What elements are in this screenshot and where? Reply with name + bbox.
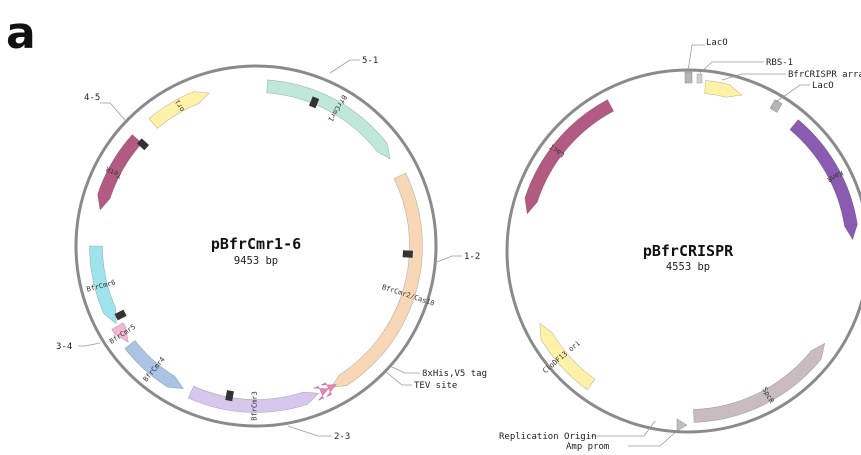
leader-amp-prom [628,429,679,447]
leader-2-3 [287,425,332,437]
plasmid-name: pBfrCRISPR [643,242,734,260]
callout-3-4: 3-4 [56,342,72,352]
leader-5-1 [329,59,360,74]
callout-1-2: 1-2 [464,252,480,262]
clodf13-ori-arrow [539,322,596,391]
callout-tev: TEV site [414,381,457,391]
callout-2-3: 2-3 [334,432,350,442]
rbs-marker [696,73,703,84]
leader-4-5 [100,102,126,121]
backbone-ring [74,64,438,428]
amp-prom-marker [676,418,688,432]
tetr-arrow [97,134,143,211]
laco-marker-right [769,99,783,113]
spcr-arrow [693,342,826,423]
cut-sites [114,96,413,402]
kanr-arrow [789,119,858,241]
laci-arrow [524,99,615,215]
plasmid-map-pBfrCmr1-6: BfrCmr1BfrCmr2/Cas10BfrCmr3BfrCmr4BfrCmr… [56,56,487,442]
plasmid-name: pBfrCmr1-6 [211,235,301,253]
callout-5-1: 5-1 [362,56,378,66]
callout-laco-right: LacO [812,81,834,91]
cut-site-5-1 [308,96,320,109]
bfrcmr3-label: BfrCmr3 [250,391,258,421]
cut-site-1-2 [402,250,413,258]
panel-letter: a [6,8,36,59]
plasmid-size: 4553 bp [666,261,710,273]
leader-tag [389,365,420,374]
bfrcmr6-arrow [89,245,117,325]
callout-4-5: 4-5 [84,93,100,103]
his-tag-arrow [313,385,330,401]
callout-amp-prom: Amp prom [566,442,609,452]
callout-array: BfrCRISPR array [788,70,861,80]
cut-site-3-4 [114,309,127,321]
laco-marker-top [684,71,693,84]
feature-arrows: BfrCmr1BfrCmr2/Cas10BfrCmr3BfrCmr4BfrCmr… [86,79,435,421]
callout-laco-top: LacO [706,38,728,48]
bfrcmr3-arrow [187,385,320,413]
cut-site-2-3 [225,390,234,402]
callout-rbs: RBS-1 [766,58,793,68]
leader-laco-top [687,44,705,72]
leader-1-2 [436,255,462,263]
v5-tag-arrow [320,382,337,398]
plasmid-size: 9453 bp [234,255,278,267]
ori-arrow [148,91,210,129]
bfrcmr2-arrow [330,172,423,388]
callout-rep-origin: Replication Origin [499,432,597,442]
leader-tev [385,371,412,386]
bfrcmr4-arrow [124,340,185,389]
bfrcmr1-arrow [266,79,391,160]
leader-rep-origin [590,420,656,437]
leader-rbs [699,61,764,74]
leader-3-4 [78,342,101,347]
leader-array [721,73,786,81]
cut-site-4-5 [136,138,150,151]
bfrcmr5-arrow [111,322,129,343]
callout-tag: 8xHis,V5 tag [422,369,487,379]
leader-laco-right [775,84,810,103]
bfrcrispr-array-arrow [704,80,743,98]
